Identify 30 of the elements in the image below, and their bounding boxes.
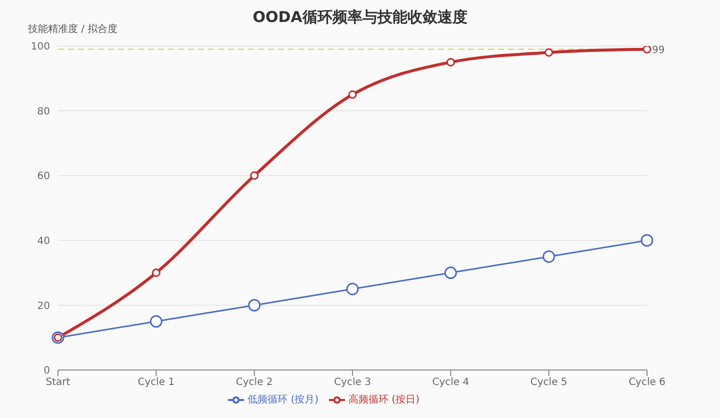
point xyxy=(250,171,259,180)
point xyxy=(152,268,160,278)
y-tick-label: 60 xyxy=(37,171,50,182)
point xyxy=(248,298,261,312)
y-tick-label: 0 xyxy=(44,366,50,377)
x-tick-label: Start xyxy=(46,377,70,388)
legend-label: 高频循环 (按日) xyxy=(348,394,420,406)
point xyxy=(642,46,652,54)
point xyxy=(544,48,554,57)
x-tick-label: Cycle 4 xyxy=(432,377,470,388)
x-tick-label: Cycle 2 xyxy=(236,377,273,388)
point xyxy=(150,315,162,328)
point xyxy=(542,250,556,263)
point xyxy=(348,90,357,99)
y-tick-label: 20 xyxy=(37,300,50,312)
point xyxy=(444,266,457,280)
point xyxy=(446,58,455,66)
y-tick-label: 40 xyxy=(37,236,50,247)
y-tick-label: 80 xyxy=(37,106,50,118)
y-axis-title: 技能精准度 / 拟合度 xyxy=(28,22,118,36)
y-tick-label: 100 xyxy=(30,42,50,53)
x-tick-label: Cycle 3 xyxy=(334,377,371,388)
point xyxy=(640,234,654,247)
ref-line-label: 99 xyxy=(652,44,665,56)
x-tick-label: Cycle 5 xyxy=(530,377,568,388)
legend-label: 低频循环 (按月) xyxy=(248,394,318,406)
chart-title: OODA循环频率与技能收敛速度 xyxy=(252,8,468,26)
x-tick-label: Cycle 1 xyxy=(138,377,175,388)
x-tick-label: Cycle 6 xyxy=(628,377,666,388)
point xyxy=(346,282,359,296)
